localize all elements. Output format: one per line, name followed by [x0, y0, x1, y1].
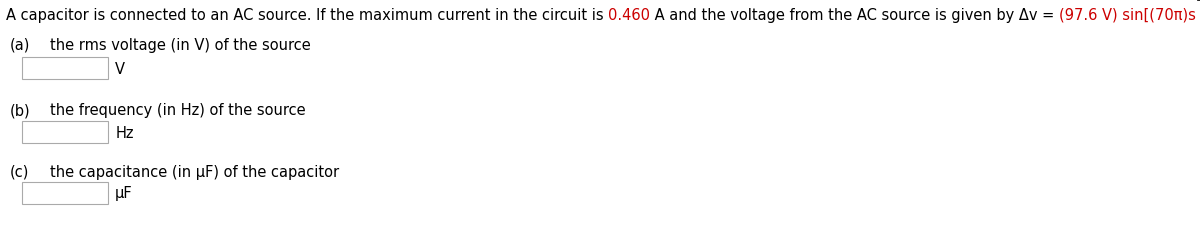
Text: the capacitance (in µF) of the capacitor: the capacitance (in µF) of the capacitor: [50, 164, 340, 179]
FancyBboxPatch shape: [22, 58, 108, 80]
FancyBboxPatch shape: [22, 121, 108, 143]
FancyBboxPatch shape: [22, 182, 108, 204]
Text: −1: −1: [1196, 0, 1200, 6]
Text: (b): (b): [10, 103, 30, 117]
Text: 0.460: 0.460: [608, 8, 650, 23]
Text: Hz: Hz: [115, 125, 133, 140]
Text: A and the voltage from the AC source is given by Δv =: A and the voltage from the AC source is …: [650, 8, 1060, 23]
Text: µF: µF: [115, 186, 133, 201]
Text: (97.6 V) sin[(70π)s: (97.6 V) sin[(70π)s: [1060, 8, 1196, 23]
Text: V: V: [115, 61, 125, 76]
Text: (c): (c): [10, 164, 29, 179]
Text: A capacitor is connected to an AC source. If the maximum current in the circuit : A capacitor is connected to an AC source…: [6, 8, 608, 23]
Text: the frequency (in Hz) of the source: the frequency (in Hz) of the source: [50, 103, 306, 117]
Text: the rms voltage (in V) of the source: the rms voltage (in V) of the source: [50, 38, 311, 53]
Text: (a): (a): [10, 38, 30, 53]
